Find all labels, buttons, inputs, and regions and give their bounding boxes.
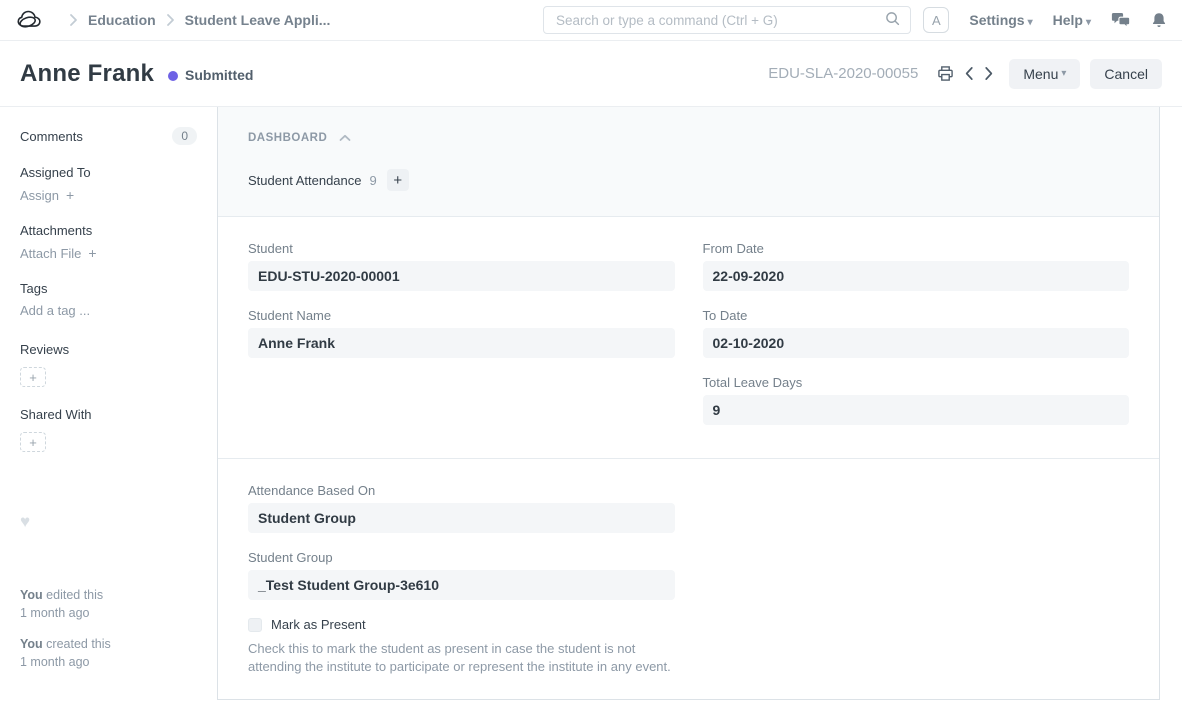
document-name: EDU-SLA-2020-00055 [768, 65, 919, 82]
settings-menu[interactable]: Settings ▾ [969, 12, 1033, 28]
chat-icon[interactable] [1111, 12, 1131, 29]
student-name-input[interactable]: Anne Frank [248, 328, 675, 358]
column-left: Attendance Based On Student Group Studen… [248, 483, 675, 699]
navbar-right: A Settings ▾ Help ▾ [911, 7, 1167, 33]
chevron-down-icon: ▾ [1061, 68, 1067, 79]
attendance-based-on-select[interactable]: Student Group [248, 503, 675, 533]
plus-icon: + [29, 434, 37, 450]
status-badge: Submitted [185, 67, 254, 83]
plus-icon: + [29, 369, 37, 385]
student-name-field: Student Name Anne Frank [248, 308, 675, 358]
assign-button[interactable]: Assign + [20, 187, 75, 203]
student-group-label: Student Group [248, 550, 333, 565]
attendance-section: Attendance Based On Student Group Studen… [218, 459, 1159, 699]
breadcrumb-doctype[interactable]: Student Leave Appli... [184, 12, 331, 28]
breadcrumb-education[interactable]: Education [88, 12, 156, 28]
tags-label: Tags [20, 281, 48, 296]
details-section: Student EDU-STU-2020-00001 Student Name … [218, 217, 1159, 459]
column-right [703, 483, 1130, 699]
mark-as-present-description: Check this to mark the student as presen… [248, 641, 671, 674]
student-attendance-link[interactable]: Student Attendance [248, 172, 362, 188]
activity-edited: You edited this 1 month ago [20, 588, 104, 620]
page-actions: EDU-SLA-2020-00055 Menu ▾ Cancel [768, 58, 1162, 89]
comments-count-badge: 0 [172, 127, 197, 145]
search-input[interactable] [554, 11, 885, 29]
cancel-button[interactable]: Cancel [1090, 58, 1162, 89]
page-title: Anne Frank [20, 59, 155, 87]
cloud-logo-icon [15, 6, 45, 35]
app-logo[interactable] [15, 6, 45, 35]
dashboard-section: DASHBOARD Student Attendance 9 + [218, 107, 1159, 217]
to-date-field: To Date 02-10-2020 [702, 308, 1129, 358]
help-menu[interactable]: Help ▾ [1052, 12, 1091, 28]
prev-document-icon[interactable] [959, 66, 979, 81]
global-search[interactable] [543, 6, 911, 34]
plus-icon: + [88, 245, 97, 261]
form-sidebar: Comments 0 Assigned To Assign + Attachmen… [0, 107, 217, 685]
print-icon[interactable] [932, 65, 959, 82]
total-leave-days-field: Total Leave Days 9 [702, 375, 1129, 425]
dashboard-collapse-toggle[interactable]: DASHBOARD [248, 130, 1129, 145]
from-date-field: From Date 22-09-2020 [702, 241, 1129, 291]
menu-button[interactable]: Menu ▾ [1009, 58, 1081, 89]
plus-icon: + [66, 187, 75, 203]
student-input[interactable]: EDU-STU-2020-00001 [248, 261, 675, 291]
from-date-label: From Date [702, 241, 764, 256]
to-date-label: To Date [702, 308, 748, 323]
column-right: From Date 22-09-2020 To Date 02-10-2020 … [702, 241, 1129, 458]
from-date-input[interactable]: 22-09-2020 [702, 261, 1129, 291]
status-indicator-dot [168, 70, 179, 81]
activity-created: You created this 1 month ago [20, 637, 111, 669]
student-attendance-count: 9 [369, 172, 377, 188]
attach-file-button[interactable]: Attach File + [20, 245, 97, 261]
add-review-button[interactable]: + [20, 367, 46, 387]
total-leave-days-label: Total Leave Days [702, 375, 803, 390]
to-date-input[interactable]: 02-10-2020 [702, 328, 1129, 358]
search-icon [885, 11, 900, 29]
attachments-label: Attachments [20, 223, 93, 238]
comments-label: Comments [20, 128, 83, 144]
student-field: Student EDU-STU-2020-00001 [248, 241, 675, 291]
chevron-down-icon: ▾ [1085, 17, 1091, 28]
breadcrumb: Education Student Leave Appli... [15, 6, 543, 35]
share-button[interactable]: + [20, 432, 46, 452]
navbar: Education Student Leave Appli... A Setti… [0, 0, 1182, 41]
chevron-up-icon [339, 130, 351, 145]
add-tag-input[interactable]: Add a tag ... [20, 303, 91, 318]
student-name-label: Student Name [248, 308, 332, 323]
attendance-based-on-label: Attendance Based On [248, 483, 376, 498]
reviews-label: Reviews [20, 342, 70, 357]
chevron-right-icon [69, 13, 78, 27]
student-group-input[interactable]: _Test Student Group-3e610 [248, 570, 675, 600]
notifications-bell-icon[interactable] [1151, 12, 1167, 29]
total-leave-days-input[interactable]: 9 [702, 395, 1129, 425]
mark-as-present-label: Mark as Present [271, 617, 366, 632]
student-group-field: Student Group _Test Student Group-3e610 [248, 550, 675, 600]
dashboard-heading: DASHBOARD [248, 131, 328, 144]
like-heart-icon[interactable]: ♥ [20, 512, 31, 531]
column-left: Student EDU-STU-2020-00001 Student Name … [248, 241, 675, 458]
dashboard-connections: Student Attendance 9 + [248, 169, 1129, 191]
assigned-to-label: Assigned To [20, 165, 91, 180]
avatar[interactable]: A [923, 7, 950, 33]
chevron-down-icon: ▾ [1027, 17, 1033, 28]
form-body: DASHBOARD Student Attendance 9 + Student… [217, 107, 1160, 700]
student-label: Student [248, 241, 293, 256]
mark-as-present-row[interactable]: Mark as Present [248, 617, 675, 632]
attendance-based-on-field: Attendance Based On Student Group [248, 483, 675, 533]
form-layout: Comments 0 Assigned To Assign + Attachmen… [0, 107, 1182, 723]
shared-with-label: Shared With [20, 407, 92, 422]
next-document-icon[interactable] [979, 66, 999, 81]
mark-as-present-checkbox[interactable] [248, 617, 262, 632]
new-student-attendance-button[interactable]: + [386, 169, 409, 191]
page-head: Anne Frank Submitted EDU-SLA-2020-00055 … [0, 41, 1182, 107]
chevron-right-icon [166, 13, 175, 27]
comments-toggle[interactable]: Comments 0 [20, 127, 197, 145]
